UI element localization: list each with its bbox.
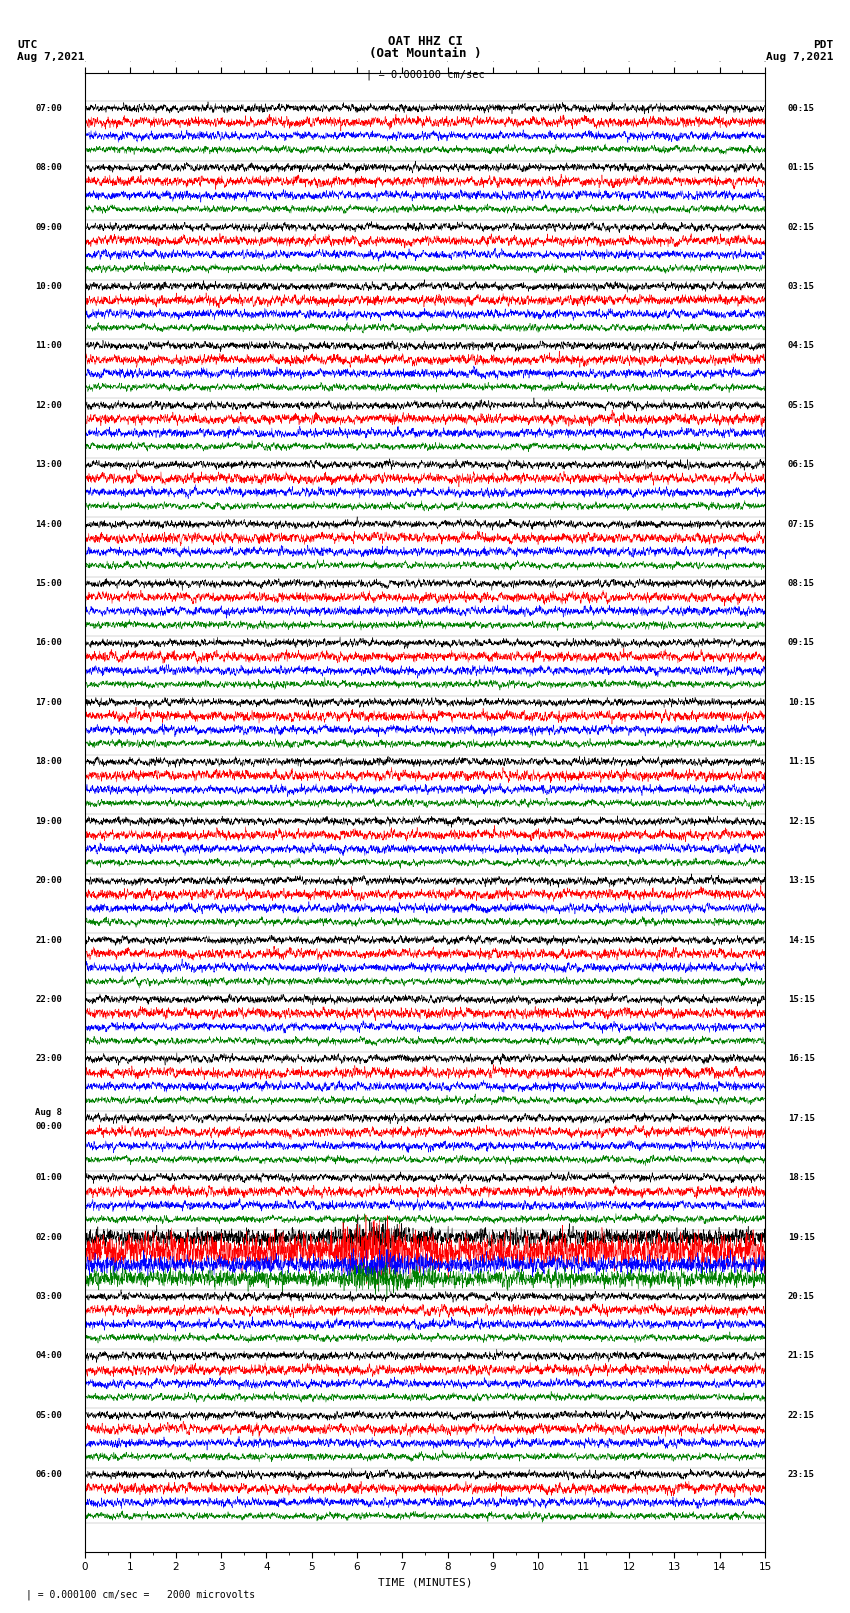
Text: 17:15: 17:15	[788, 1115, 814, 1123]
Text: 04:15: 04:15	[788, 342, 814, 350]
Text: 08:00: 08:00	[36, 163, 62, 173]
Text: PDT
Aug 7,2021: PDT Aug 7,2021	[766, 40, 833, 61]
Text: 00:15: 00:15	[788, 103, 814, 113]
Text: 14:00: 14:00	[36, 519, 62, 529]
Text: 13:15: 13:15	[788, 876, 814, 886]
Text: 19:00: 19:00	[36, 816, 62, 826]
Text: UTC
Aug 7,2021: UTC Aug 7,2021	[17, 40, 84, 61]
Text: 09:00: 09:00	[36, 223, 62, 232]
Text: 05:00: 05:00	[36, 1411, 62, 1419]
Text: 07:15: 07:15	[788, 519, 814, 529]
Text: 04:00: 04:00	[36, 1352, 62, 1360]
Text: 15:00: 15:00	[36, 579, 62, 589]
Text: 21:00: 21:00	[36, 936, 62, 945]
Text: 20:15: 20:15	[788, 1292, 814, 1302]
Text: 07:00: 07:00	[36, 103, 62, 113]
Text: | = 0.000100 cm/sec =   2000 microvolts: | = 0.000100 cm/sec = 2000 microvolts	[26, 1589, 255, 1600]
Text: 02:00: 02:00	[36, 1232, 62, 1242]
Text: 16:15: 16:15	[788, 1055, 814, 1063]
Text: 08:15: 08:15	[788, 579, 814, 589]
Text: 22:00: 22:00	[36, 995, 62, 1003]
Text: 22:15: 22:15	[788, 1411, 814, 1419]
Text: 13:00: 13:00	[36, 460, 62, 469]
Text: 14:15: 14:15	[788, 936, 814, 945]
Text: 23:00: 23:00	[36, 1055, 62, 1063]
Text: 21:15: 21:15	[788, 1352, 814, 1360]
Text: 06:15: 06:15	[788, 460, 814, 469]
Text: OAT HHZ CI: OAT HHZ CI	[388, 35, 462, 48]
Text: 20:00: 20:00	[36, 876, 62, 886]
Text: 01:15: 01:15	[788, 163, 814, 173]
Text: (Oat Mountain ): (Oat Mountain )	[369, 47, 481, 60]
Text: 01:00: 01:00	[36, 1173, 62, 1182]
Text: 03:15: 03:15	[788, 282, 814, 290]
Text: 15:15: 15:15	[788, 995, 814, 1003]
Text: | = 0.000100 cm/sec: | = 0.000100 cm/sec	[366, 69, 484, 81]
Text: Aug 8: Aug 8	[36, 1108, 62, 1116]
Text: 10:00: 10:00	[36, 282, 62, 290]
Text: 10:15: 10:15	[788, 698, 814, 706]
Text: 18:15: 18:15	[788, 1173, 814, 1182]
Text: 17:00: 17:00	[36, 698, 62, 706]
X-axis label: TIME (MINUTES): TIME (MINUTES)	[377, 1578, 473, 1587]
Text: 23:15: 23:15	[788, 1471, 814, 1479]
Text: 12:15: 12:15	[788, 816, 814, 826]
Text: 11:15: 11:15	[788, 756, 814, 766]
Text: 11:00: 11:00	[36, 342, 62, 350]
Text: 05:15: 05:15	[788, 400, 814, 410]
Text: 06:00: 06:00	[36, 1471, 62, 1479]
Text: 00:00: 00:00	[36, 1123, 62, 1131]
Text: 16:00: 16:00	[36, 639, 62, 647]
Text: 02:15: 02:15	[788, 223, 814, 232]
Text: 03:00: 03:00	[36, 1292, 62, 1302]
Text: 18:00: 18:00	[36, 756, 62, 766]
Text: 19:15: 19:15	[788, 1232, 814, 1242]
Text: 12:00: 12:00	[36, 400, 62, 410]
Text: 09:15: 09:15	[788, 639, 814, 647]
